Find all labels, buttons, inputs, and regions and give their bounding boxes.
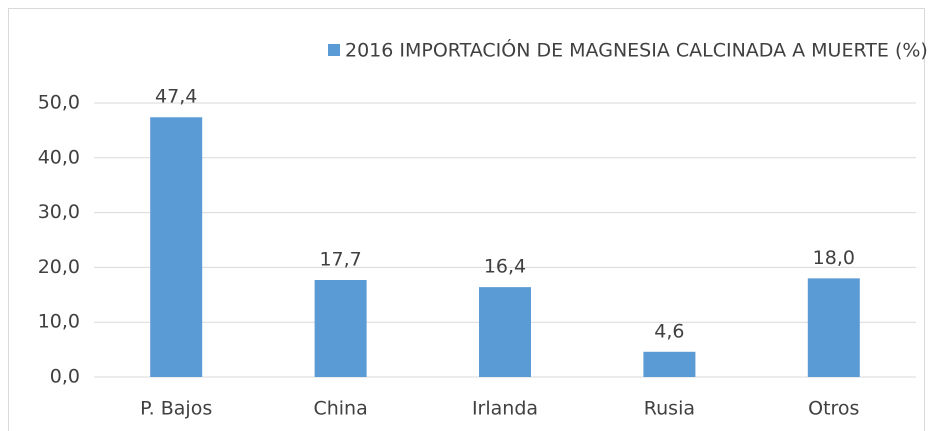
y-tick-label: 50,0	[38, 92, 80, 114]
x-tick-label: P. Bajos	[140, 398, 212, 420]
y-tick-label: 40,0	[38, 146, 80, 168]
data-label: 16,4	[484, 256, 526, 278]
x-tick-label: China	[313, 398, 367, 420]
x-tick-label: Rusia	[644, 398, 695, 420]
bar	[643, 351, 696, 377]
bar	[150, 117, 203, 378]
x-tick-label: Otros	[808, 398, 859, 420]
y-tick-label: 0,0	[50, 366, 80, 388]
legend-label: 2016 IMPORTACIÓN DE MAGNESIA CALCINADA A…	[345, 38, 928, 62]
legend-swatch	[328, 44, 340, 56]
x-tick-label: Irlanda	[472, 398, 538, 420]
data-label: 4,6	[654, 320, 684, 342]
y-tick-label: 10,0	[38, 311, 80, 333]
bar	[479, 287, 531, 377]
chart-border	[8, 8, 925, 431]
y-tick-label: 30,0	[38, 201, 80, 223]
data-label: 18,0	[813, 247, 855, 269]
bar	[314, 280, 367, 377]
bar	[807, 278, 860, 377]
data-label: 17,7	[319, 249, 361, 271]
data-label: 47,4	[155, 86, 197, 108]
y-tick-label: 20,0	[38, 256, 80, 278]
